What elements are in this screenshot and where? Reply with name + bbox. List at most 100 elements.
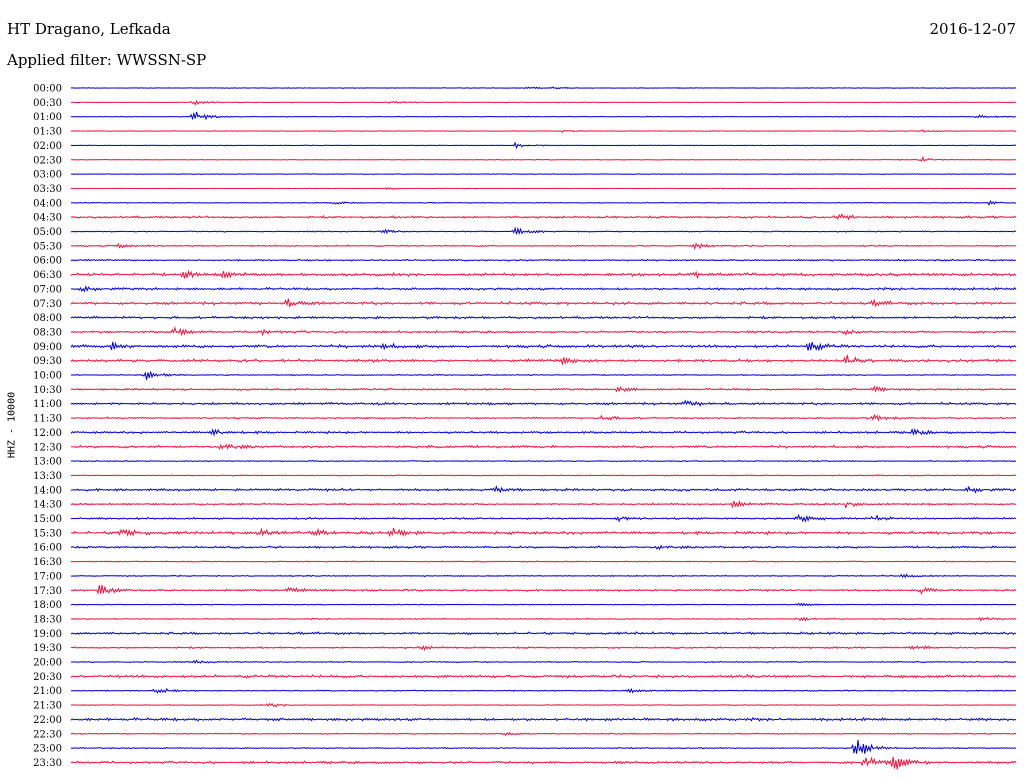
trace-1100 — [70, 399, 1017, 407]
trace-1800 — [70, 602, 1017, 607]
trace-0430 — [70, 213, 1017, 221]
trace-0900 — [70, 341, 1017, 352]
trace-1130 — [70, 413, 1017, 422]
hour-label-2200: 22:00 — [33, 715, 62, 726]
hour-label-0730: 07:30 — [33, 299, 62, 310]
hour-label-1930: 19:30 — [33, 643, 62, 654]
hour-label-0700: 07:00 — [33, 284, 62, 295]
hour-label-1030: 10:30 — [33, 385, 62, 396]
hour-label-1800: 18:00 — [33, 600, 62, 611]
hour-label-1430: 14:30 — [33, 500, 62, 511]
trace-2230 — [70, 731, 1017, 737]
trace-0600 — [70, 258, 1017, 262]
trace-2100 — [70, 687, 1017, 694]
trace-1930 — [70, 644, 1017, 652]
trace-1500 — [70, 513, 1017, 523]
trace-1200 — [70, 427, 1017, 437]
hour-label-0530: 05:30 — [33, 241, 62, 252]
hour-label-1100: 11:00 — [33, 399, 62, 410]
trace-1530 — [70, 527, 1017, 538]
trace-0300 — [70, 173, 1017, 176]
hour-label-0600: 06:00 — [33, 256, 62, 267]
trace-1830 — [70, 616, 1017, 622]
hour-label-1600: 16:00 — [33, 543, 62, 554]
trace-2000 — [70, 659, 1017, 664]
trace-2130 — [70, 702, 1017, 708]
hour-label-0900: 09:00 — [33, 342, 62, 353]
hour-label-2100: 21:00 — [33, 686, 62, 697]
trace-0200 — [70, 141, 1017, 150]
trace-0730 — [70, 298, 1017, 308]
filter-line: Applied filter: WWSSN-SP — [7, 51, 206, 69]
trace-0400 — [70, 199, 1017, 207]
trace-0630 — [70, 269, 1017, 280]
trace-2300 — [70, 739, 1017, 754]
hour-label-1730: 17:30 — [33, 586, 62, 597]
hour-label-1500: 15:00 — [33, 514, 62, 525]
hour-label-2000: 20:00 — [33, 658, 62, 669]
trace-0700 — [70, 285, 1017, 293]
hour-label-0500: 05:00 — [33, 227, 62, 238]
hour-label-0830: 08:30 — [33, 327, 62, 338]
trace-1730 — [70, 584, 1017, 595]
trace-0800 — [70, 315, 1017, 320]
hour-label-1130: 11:30 — [33, 414, 62, 425]
hour-label-2330: 23:30 — [33, 758, 62, 769]
trace-0830 — [70, 325, 1017, 337]
hour-label-1230: 12:30 — [33, 442, 62, 453]
trace-0130 — [70, 129, 1017, 134]
hour-label-1700: 17:00 — [33, 571, 62, 582]
station-title: HT Dragano, Lefkada — [7, 20, 171, 38]
trace-0000 — [70, 86, 1017, 90]
trace-1430 — [70, 500, 1017, 510]
hour-label-0230: 02:30 — [33, 155, 62, 166]
trace-1700 — [70, 573, 1017, 579]
hour-label-0300: 03:00 — [33, 170, 62, 181]
hour-label-0100: 01:00 — [33, 112, 62, 123]
trace-1000 — [70, 371, 1017, 380]
hour-label-1830: 18:30 — [33, 614, 62, 625]
hour-label-2130: 21:30 — [33, 701, 62, 712]
trace-1300 — [70, 459, 1017, 463]
hour-label-0330: 03:30 — [33, 184, 62, 195]
hour-label-1530: 15:30 — [33, 528, 62, 539]
hour-label-1330: 13:30 — [33, 471, 62, 482]
hour-label-0930: 09:30 — [33, 356, 62, 367]
trace-1030 — [70, 385, 1017, 393]
trace-1400 — [70, 485, 1017, 494]
filter-name: WWSSN-SP — [116, 51, 207, 69]
trace-2200 — [70, 716, 1017, 722]
trace-0330 — [70, 187, 1017, 190]
hour-label-0630: 06:30 — [33, 270, 62, 281]
trace-1630 — [70, 560, 1017, 563]
trace-2330 — [70, 756, 1017, 770]
hour-label-0000: 00:00 — [33, 84, 62, 95]
hour-label-1200: 12:00 — [33, 428, 62, 439]
hour-label-1000: 10:00 — [33, 371, 62, 382]
hour-label-2030: 20:30 — [33, 672, 62, 683]
trace-2030 — [70, 673, 1017, 679]
hour-label-1400: 14:00 — [33, 485, 62, 496]
hour-label-0430: 04:30 — [33, 213, 62, 224]
hour-label-1300: 13:00 — [33, 457, 62, 468]
hour-label-0400: 04:00 — [33, 198, 62, 209]
trace-1330 — [70, 474, 1017, 477]
trace-0100 — [70, 111, 1017, 121]
date-label: 2016-12-07 — [929, 20, 1016, 38]
filter-label: Applied filter: — [7, 51, 112, 69]
trace-0930 — [70, 354, 1017, 366]
hour-label-0800: 08:00 — [33, 313, 62, 324]
hour-label-1630: 16:30 — [33, 557, 62, 568]
trace-1600 — [70, 544, 1017, 551]
hour-label-0200: 02:00 — [33, 141, 62, 152]
trace-0530 — [70, 242, 1017, 251]
trace-1900 — [70, 631, 1017, 636]
hour-label-2230: 22:30 — [33, 729, 62, 740]
trace-0500 — [70, 226, 1017, 236]
hour-label-2300: 23:00 — [33, 744, 62, 755]
trace-0030 — [70, 99, 1017, 106]
hour-label-0130: 01:30 — [33, 127, 62, 138]
trace-1230 — [70, 443, 1017, 450]
hour-label-1900: 19:00 — [33, 629, 62, 640]
